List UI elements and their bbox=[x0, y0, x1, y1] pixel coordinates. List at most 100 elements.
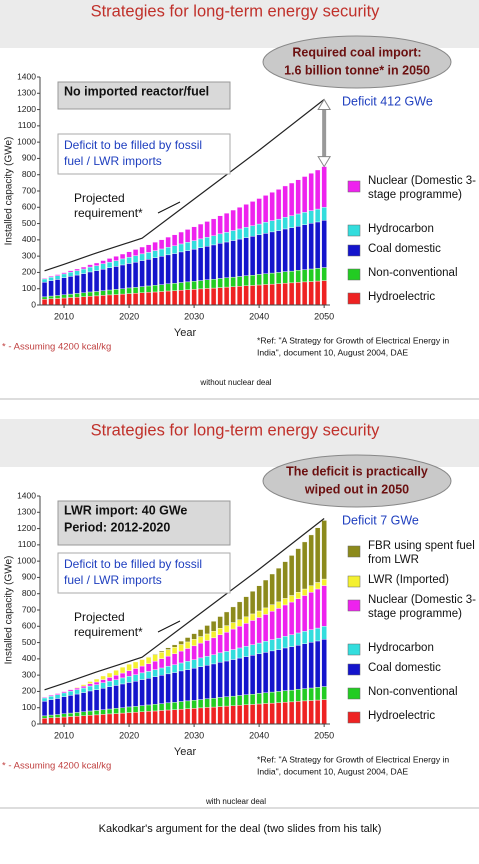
legend-swatch bbox=[347, 643, 361, 656]
bar-segment bbox=[288, 634, 295, 647]
bar-segment bbox=[262, 195, 269, 223]
bar-segment bbox=[191, 240, 197, 250]
bar-segment bbox=[295, 179, 301, 215]
y-tick-label: 600 bbox=[22, 202, 36, 212]
bar-segment bbox=[217, 233, 223, 244]
bar-segment bbox=[145, 285, 152, 293]
bar-segment bbox=[41, 282, 48, 298]
bar-segment bbox=[321, 639, 327, 687]
bar-segment bbox=[119, 712, 126, 725]
bar-segment bbox=[145, 663, 152, 672]
callout-ellipse bbox=[262, 35, 452, 89]
bar-segment bbox=[288, 701, 295, 725]
bar-segment bbox=[41, 718, 48, 725]
slide-caption: without nuclear deal bbox=[199, 378, 271, 387]
bar-segment bbox=[100, 682, 106, 689]
bar-segment bbox=[93, 678, 100, 683]
bar-segment bbox=[275, 691, 282, 703]
bar-segment bbox=[197, 642, 204, 659]
bar-segment bbox=[197, 280, 204, 290]
bar-segment bbox=[119, 253, 126, 260]
bar-segment bbox=[152, 660, 158, 670]
y-tick-label: 700 bbox=[22, 604, 36, 614]
bar-segment bbox=[67, 276, 74, 295]
bar-segment bbox=[236, 286, 243, 306]
bar-segment bbox=[54, 693, 61, 695]
bar-segment bbox=[158, 658, 165, 669]
bar-segment bbox=[41, 299, 48, 306]
bar-segment bbox=[93, 262, 100, 266]
bar-segment bbox=[171, 664, 178, 673]
bar-segment bbox=[87, 681, 93, 684]
bar-segment bbox=[152, 285, 158, 293]
bar-segment bbox=[197, 288, 204, 306]
bar-segment bbox=[152, 250, 158, 258]
bar-segment bbox=[100, 687, 106, 710]
bar-segment bbox=[126, 257, 132, 264]
y-tick-label: 1200 bbox=[17, 523, 36, 533]
bar-segment bbox=[171, 290, 178, 306]
bar-segment bbox=[301, 224, 308, 270]
bar-segment bbox=[93, 689, 100, 711]
bar-segment bbox=[223, 696, 230, 707]
bar-segment bbox=[119, 672, 126, 679]
bar-segment bbox=[126, 287, 132, 294]
bar-segment bbox=[223, 611, 230, 626]
bar-segment bbox=[80, 692, 87, 712]
bar-segment bbox=[314, 527, 321, 583]
slide-title: Strategies for long-term energy security bbox=[91, 421, 381, 439]
y-tick-label: 0 bbox=[31, 718, 36, 728]
bar-segment bbox=[158, 650, 165, 653]
bar-segment bbox=[139, 705, 145, 712]
bar-segment bbox=[74, 293, 80, 298]
x-tick-label: 2010 bbox=[54, 311, 74, 321]
bar-segment bbox=[106, 289, 113, 296]
bar-segment bbox=[230, 209, 236, 231]
bar-segment bbox=[236, 238, 243, 277]
bar-segment bbox=[288, 227, 295, 272]
legend-swatch bbox=[347, 244, 361, 257]
bar-segment bbox=[243, 623, 249, 647]
bar-segment bbox=[152, 654, 158, 662]
bar-segment bbox=[106, 261, 113, 268]
bar-segment bbox=[301, 588, 308, 596]
bar-segment bbox=[48, 280, 54, 297]
bar-segment bbox=[67, 712, 74, 717]
bar-segment bbox=[67, 695, 74, 714]
bar-segment bbox=[126, 251, 132, 258]
bar-segment bbox=[139, 260, 145, 287]
bar-segment bbox=[113, 670, 119, 676]
x-tick-label: 2030 bbox=[184, 311, 204, 321]
bar-segment bbox=[113, 266, 119, 290]
bar-segment bbox=[223, 651, 230, 662]
legend-label-box: Nuclear (Domestic 3-stage programme) bbox=[368, 175, 476, 201]
bar-segment bbox=[262, 222, 269, 234]
bar-segment bbox=[165, 290, 171, 306]
bar-segment bbox=[230, 649, 236, 660]
bar-segment bbox=[54, 714, 61, 718]
bar-segment bbox=[139, 286, 145, 293]
bar-segment bbox=[269, 691, 275, 704]
bar-segment bbox=[184, 289, 191, 306]
info-box-text: Period: 2012-2020 bbox=[64, 520, 170, 534]
bar-segment bbox=[80, 268, 87, 274]
bar-segment bbox=[54, 295, 61, 299]
bar-segment bbox=[139, 672, 145, 680]
bar-segment bbox=[210, 279, 217, 289]
bar-segment bbox=[171, 647, 178, 655]
bar-segment bbox=[152, 704, 158, 712]
bar-segment bbox=[165, 254, 171, 285]
bar-segment bbox=[288, 282, 295, 306]
bar-segment bbox=[61, 691, 67, 694]
bar-segment bbox=[152, 291, 158, 306]
reference: India", document 10, August 2004, DAE bbox=[257, 766, 408, 776]
bar-segment bbox=[308, 700, 314, 725]
bar-segment bbox=[308, 534, 314, 586]
y-tick-label: 600 bbox=[22, 621, 36, 631]
bar-segment bbox=[288, 601, 295, 635]
y-tick-label: 1200 bbox=[17, 104, 36, 114]
bar-segment bbox=[48, 699, 54, 716]
bar-segment bbox=[48, 275, 54, 278]
bar-segment bbox=[301, 281, 308, 306]
bar-segment bbox=[61, 272, 67, 275]
